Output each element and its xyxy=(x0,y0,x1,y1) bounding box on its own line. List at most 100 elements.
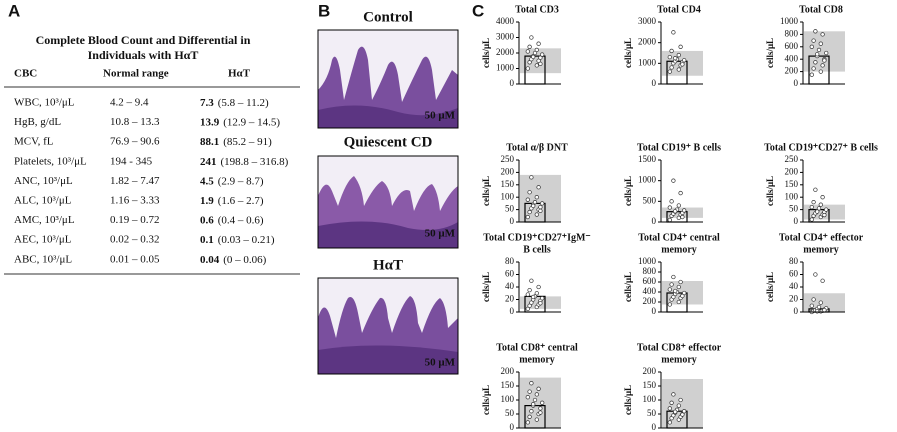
point xyxy=(667,69,672,74)
point xyxy=(673,288,678,294)
point xyxy=(673,409,678,414)
cell: ABC, 10³/μL xyxy=(14,253,72,265)
point xyxy=(671,274,676,280)
point xyxy=(680,214,685,220)
point xyxy=(525,214,530,220)
header: CBC xyxy=(14,68,37,80)
y-axis-label: cells/μL xyxy=(623,176,633,206)
point xyxy=(669,199,674,204)
point xyxy=(527,303,532,308)
point xyxy=(538,208,543,213)
point xyxy=(682,58,687,63)
cell-value: 13.9 xyxy=(200,116,220,128)
panel-label: C xyxy=(472,1,484,20)
point xyxy=(540,201,545,206)
point xyxy=(531,54,536,60)
point xyxy=(813,187,818,192)
y-tick-label: 800 xyxy=(643,266,657,276)
point xyxy=(532,50,538,56)
y-tick-label: 0 xyxy=(652,306,657,316)
chart-title: Total CD19⁺ B cells xyxy=(637,142,721,153)
y-tick-label: 800 xyxy=(785,28,799,38)
point xyxy=(529,278,534,283)
y-tick-label: 250 xyxy=(785,154,799,164)
point xyxy=(676,52,681,58)
y-tick-label: 0 xyxy=(794,78,799,88)
y-tick-label: 3000 xyxy=(638,16,657,26)
y-tick-label: 250 xyxy=(501,154,515,164)
cell: 0.02 – 0.32 xyxy=(110,234,160,246)
chart-title: Total CD4⁺ central xyxy=(638,232,720,243)
point xyxy=(534,195,539,200)
point xyxy=(818,69,823,74)
y-tick-label: 500 xyxy=(643,195,657,205)
cell: Platelets, 10³/μL xyxy=(14,155,87,167)
point xyxy=(667,205,672,210)
point xyxy=(536,284,541,290)
point xyxy=(824,207,829,212)
cell: ANC, 10³/μL xyxy=(14,175,73,187)
point xyxy=(824,50,829,56)
point xyxy=(676,299,681,305)
point xyxy=(678,190,683,196)
point xyxy=(822,307,827,313)
point xyxy=(667,287,672,292)
y-tick-label: 0 xyxy=(652,422,657,432)
chart-title: Total CD4⁺ effector xyxy=(779,232,864,243)
y-tick-label: 3000 xyxy=(496,32,515,42)
point xyxy=(525,420,530,425)
point xyxy=(676,67,681,72)
point xyxy=(667,54,672,60)
point xyxy=(529,381,534,386)
point xyxy=(531,294,536,300)
point xyxy=(816,47,822,53)
point xyxy=(529,300,534,305)
point xyxy=(813,272,818,277)
point xyxy=(525,292,530,297)
point xyxy=(540,296,545,301)
point xyxy=(525,306,530,312)
y-tick-label: 400 xyxy=(643,286,657,296)
y-tick-label: 50 xyxy=(647,408,657,418)
point xyxy=(538,301,543,306)
y-tick-label: 200 xyxy=(501,166,515,176)
point xyxy=(529,175,534,180)
chart-title: Total α/β DNT xyxy=(506,142,568,153)
point xyxy=(527,60,532,65)
y-tick-label: 60 xyxy=(505,269,515,279)
cell: 88.1 (85.2 – 91) xyxy=(200,136,272,148)
point xyxy=(538,410,543,415)
point xyxy=(809,72,814,77)
point xyxy=(534,212,539,217)
point xyxy=(667,217,672,223)
point xyxy=(531,402,536,407)
cell: 4.5 (2.9 – 8.7) xyxy=(200,175,264,187)
point xyxy=(534,63,539,68)
y-axis-label: cells/μL xyxy=(765,176,775,206)
y-tick-label: 100 xyxy=(643,394,657,404)
y-tick-label: 80 xyxy=(789,256,799,266)
y-tick-label: 0 xyxy=(794,216,799,226)
point xyxy=(669,400,674,405)
y-tick-label: 0 xyxy=(510,78,515,88)
y-tick-label: 150 xyxy=(501,380,515,390)
point xyxy=(811,200,816,205)
y-tick-label: 2000 xyxy=(638,37,657,47)
y-tick-label: 200 xyxy=(785,66,799,76)
point xyxy=(667,420,672,425)
cell-value: 241 xyxy=(200,155,217,167)
cell-interval: (12.9 – 14.5) xyxy=(223,116,280,128)
y-tick-label: 1500 xyxy=(638,154,657,164)
cell: 1.9 (1.6 – 2.7) xyxy=(200,195,264,207)
cell-interval: (1.6 – 2.7) xyxy=(218,195,264,207)
panel-label: B xyxy=(318,1,330,20)
point xyxy=(820,32,825,37)
point xyxy=(525,66,530,71)
point xyxy=(678,279,683,285)
y-tick-label: 20 xyxy=(505,294,515,304)
point xyxy=(815,52,820,57)
point xyxy=(669,65,674,70)
panel-label: A xyxy=(8,1,20,20)
cell: 7.3 (5.8 – 11.2) xyxy=(200,97,269,109)
